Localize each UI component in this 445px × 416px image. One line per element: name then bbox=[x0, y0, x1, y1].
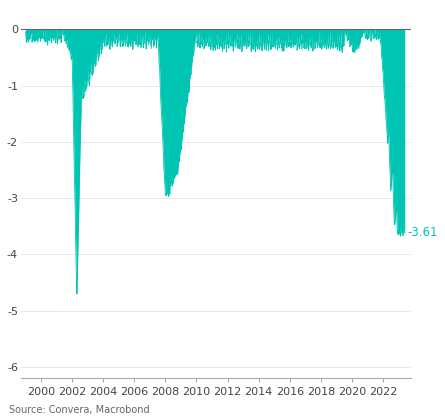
Text: Source: Convera, Macrobond: Source: Convera, Macrobond bbox=[9, 405, 150, 415]
Text: -3.61: -3.61 bbox=[407, 226, 437, 239]
